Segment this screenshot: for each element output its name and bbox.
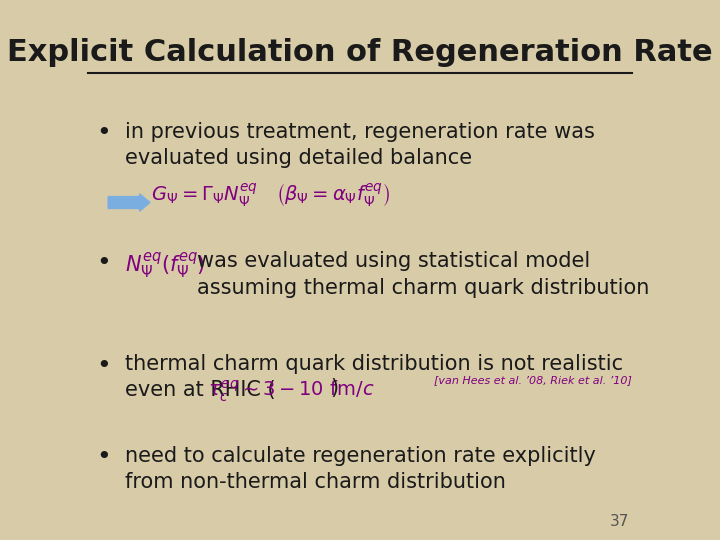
Text: $N_{\Psi}^{eq}(f_{\Psi}^{eq})$: $N_{\Psi}^{eq}(f_{\Psi}^{eq})$ [125, 251, 206, 281]
FancyArrow shape [108, 194, 150, 211]
Text: •: • [96, 251, 112, 275]
Text: •: • [96, 446, 112, 469]
Text: need to calculate regeneration rate explicitly
from non-thermal charm distributi: need to calculate regeneration rate expl… [125, 446, 596, 492]
Text: $G_{\Psi} = \Gamma_{\Psi} N_{\Psi}^{eq} \quad \left(\beta_{\Psi} = \alpha_{\Psi}: $G_{\Psi} = \Gamma_{\Psi} N_{\Psi}^{eq} … [151, 182, 390, 209]
Text: •: • [96, 122, 112, 145]
Text: ): ) [330, 378, 338, 398]
Text: was evaluated using statistical model
assuming thermal charm quark distribution: was evaluated using statistical model as… [197, 251, 649, 298]
Text: thermal charm quark distribution is not realistic
even at RHIC (: thermal charm quark distribution is not … [125, 354, 624, 400]
Text: •: • [96, 354, 112, 377]
Text: Explicit Calculation of Regeneration Rate: Explicit Calculation of Regeneration Rat… [7, 38, 713, 67]
Text: in previous treatment, regeneration rate was
evaluated using detailed balance: in previous treatment, regeneration rate… [125, 122, 595, 168]
Text: 37: 37 [610, 514, 629, 529]
Text: [van Hees et al. ’08, Riek et al. ’10]: [van Hees et al. ’08, Riek et al. ’10] [434, 375, 632, 386]
Text: $\tau_c^{eq} \sim 3 - 10 \ \mathrm{fm}/c$: $\tau_c^{eq} \sim 3 - 10 \ \mathrm{fm}/c… [208, 378, 375, 403]
